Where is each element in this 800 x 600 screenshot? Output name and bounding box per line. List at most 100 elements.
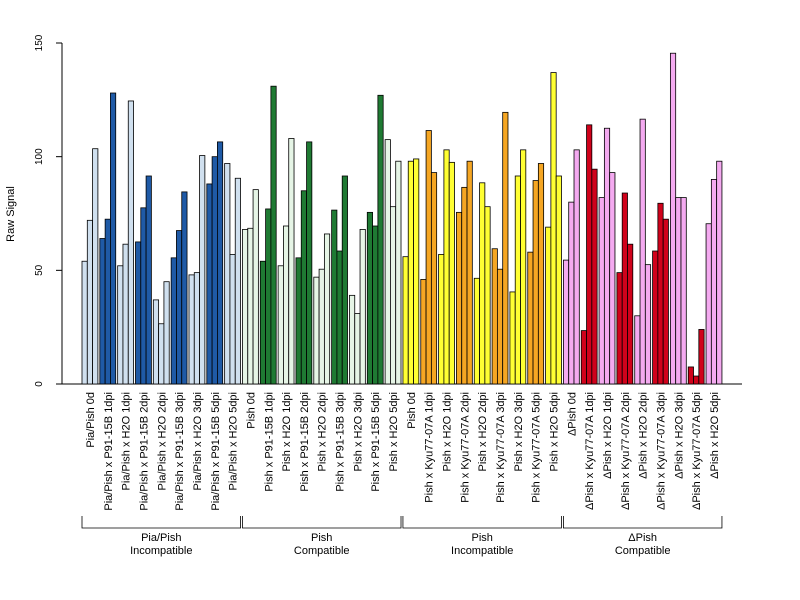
group-label-line1: Pish (311, 532, 332, 544)
category-labels: Pia/Pish 0d Pia/Pish x P91-15B 1dpi Pia/Pi… (85, 392, 721, 511)
bar (598, 197, 605, 385)
group-label-line2: Compatible (615, 545, 671, 557)
y-axis-label: Raw Signal (5, 186, 17, 242)
category-label: Pish x H2O 3dpi (352, 392, 364, 471)
bar (456, 211, 463, 385)
bar (259, 260, 266, 385)
category-label: Pish x P91-15B 1dpi (263, 392, 275, 492)
bar (698, 329, 705, 385)
y-tick-label: 150 (34, 34, 45, 51)
category-label: Pish x H2O 3dpi (513, 392, 525, 471)
bar (193, 272, 200, 385)
bar (586, 124, 593, 385)
bar (224, 163, 231, 385)
bars (81, 52, 723, 385)
category-label: ΔPish x H2O 2dpi (638, 392, 650, 479)
bar (520, 149, 527, 385)
bar (438, 254, 445, 385)
category-label: Pia/Pish x H2O 5dpi (228, 392, 240, 490)
bar (354, 313, 361, 385)
bar (163, 281, 170, 385)
bar (117, 265, 124, 385)
bar (377, 94, 384, 385)
category-label: Pish x H2O 2dpi (317, 392, 329, 471)
bar (407, 160, 414, 385)
bar (509, 291, 516, 385)
group-bracket (81, 516, 241, 529)
group-label-line1: Pish (472, 532, 493, 544)
bar (527, 251, 534, 385)
group-bracket (242, 516, 402, 529)
bar (211, 156, 218, 385)
category-label: Pish x H2O 5dpi (388, 392, 400, 471)
bar (430, 172, 438, 385)
group-brackets: Pia/PishIncompatiblePishCompatiblePishIn… (81, 516, 723, 557)
bar (300, 190, 307, 385)
bar (349, 294, 356, 385)
bar (580, 330, 587, 385)
bar (359, 229, 366, 385)
bar (532, 180, 539, 385)
bar (247, 227, 254, 385)
bar (609, 172, 616, 385)
bar (545, 226, 552, 385)
bar (568, 201, 575, 385)
category-label: ΔPish 0d (566, 392, 578, 436)
category-label: ΔPish x Kyu77-07A 1dpi (584, 392, 596, 510)
y-axis: 0 50 100 150 (34, 34, 63, 387)
bar (716, 160, 723, 385)
category-label: Pia/Pish x H2O 1dpi (121, 392, 133, 490)
bar (217, 141, 224, 385)
bar (466, 160, 473, 385)
bar (366, 211, 373, 385)
y-tick-label: 0 (34, 381, 45, 387)
category-label: Pish x H2O 1dpi (281, 392, 293, 471)
category-label: Pia/Pish x P91-15B 3dpi (174, 392, 186, 511)
bar (652, 250, 659, 385)
category-label: ΔPish x Kyu77-07A 5dpi (691, 392, 703, 510)
bar (336, 250, 343, 385)
bar (323, 233, 331, 385)
bar (616, 272, 623, 385)
category-label: Pia/Pish x P91-15B 1dpi (103, 392, 115, 511)
bar (687, 366, 694, 385)
category-label: ΔPish x H2O 5dpi (709, 392, 721, 479)
group-label-line2: Incompatible (451, 545, 513, 557)
bar (252, 189, 259, 385)
bar (693, 375, 700, 385)
bar (705, 223, 712, 385)
bar (502, 111, 509, 385)
bar (265, 208, 272, 385)
bar (443, 149, 450, 385)
category-label: Pia/Pish x H2O 2dpi (156, 392, 168, 490)
category-label: Pish x Kyu77-07A 5dpi (531, 392, 543, 503)
bar (420, 279, 427, 385)
bar (448, 161, 455, 385)
bar (484, 206, 491, 385)
bar (627, 243, 634, 385)
bar (555, 175, 562, 385)
category-label: Pia/Pish 0d (85, 392, 97, 448)
bar (135, 241, 142, 385)
bar (145, 175, 152, 385)
group-label-line1: ΔPish (628, 532, 657, 544)
category-label: Pish 0d (406, 392, 418, 429)
bar (158, 323, 165, 385)
bar (461, 186, 468, 385)
bar (372, 225, 379, 385)
bar (710, 178, 718, 385)
bar (639, 118, 646, 385)
bar (573, 149, 580, 385)
bar (644, 264, 652, 385)
bar (234, 177, 241, 385)
bar (127, 100, 134, 385)
category-label: Pish x H2O 5dpi (549, 392, 561, 471)
y-tick-label: 50 (34, 264, 45, 276)
group-label-line2: Incompatible (130, 545, 192, 557)
bar (537, 163, 545, 385)
bar (331, 209, 338, 385)
category-label: ΔPish x Kyu77-07A 2dpi (620, 392, 632, 510)
bar (496, 268, 504, 385)
bar (81, 260, 88, 385)
